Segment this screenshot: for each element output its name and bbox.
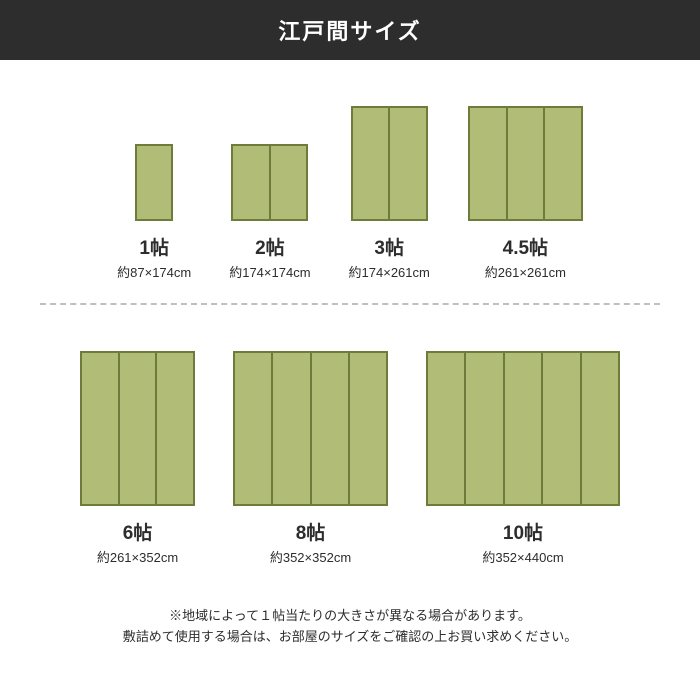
tatami-panel xyxy=(233,146,271,219)
tatami-diagram xyxy=(426,351,620,506)
tatami-panel xyxy=(508,108,546,219)
footnotes: ※地域によって１帖当たりの大きさが異なる場合があります。 敷詰めて使用する場合は… xyxy=(0,606,700,648)
size-item: 8帖約352×352cm xyxy=(233,351,388,566)
tatami-mat xyxy=(468,106,583,221)
tatami-diagram xyxy=(231,144,308,221)
tatami-panel xyxy=(120,353,158,504)
size-dimensions: 約352×440cm xyxy=(482,547,563,566)
size-item: 10帖約352×440cm xyxy=(426,351,620,566)
size-item: 6帖約261×352cm xyxy=(80,351,195,566)
tatami-mat xyxy=(233,351,388,506)
size-label: 2帖 xyxy=(255,233,285,260)
tatami-panel xyxy=(235,353,273,504)
tatami-diagram xyxy=(233,351,388,506)
size-item: 2帖約174×174cm xyxy=(229,144,310,281)
size-label: 6帖 xyxy=(123,518,153,545)
size-label: 4.5帖 xyxy=(503,233,548,260)
tatami-diagram xyxy=(468,106,583,221)
page-title: 江戸間サイズ xyxy=(0,0,700,60)
tatami-mat xyxy=(231,144,308,221)
tatami-panel xyxy=(545,108,581,219)
tatami-panel xyxy=(312,353,350,504)
tatami-panel xyxy=(273,353,311,504)
size-dimensions: 約174×174cm xyxy=(229,262,310,281)
size-chart: 1帖約87×174cm 2帖約174×174cm 3帖約174×261cm 4.5帖約… xyxy=(0,60,700,580)
footnote-line: 敷詰めて使用する場合は、お部屋のサイズをご確認の上お買い求めください。 xyxy=(0,627,700,648)
size-item: 1帖約87×174cm xyxy=(117,144,191,281)
tatami-diagram xyxy=(80,351,195,506)
row-2: 6帖約261×352cm8帖約352×352cm10帖約352×440cm xyxy=(20,305,680,580)
tatami-panel xyxy=(466,353,504,504)
tatami-diagram xyxy=(351,106,428,221)
size-item: 3帖約174×261cm xyxy=(349,106,430,281)
tatami-panel xyxy=(157,353,193,504)
tatami-mat xyxy=(351,106,428,221)
tatami-panel xyxy=(350,353,386,504)
size-dimensions: 約261×261cm xyxy=(485,262,566,281)
tatami-diagram xyxy=(135,144,173,221)
tatami-panel xyxy=(543,353,581,504)
size-dimensions: 約174×261cm xyxy=(349,262,430,281)
size-dimensions: 約261×352cm xyxy=(97,547,178,566)
tatami-panel xyxy=(390,108,426,219)
tatami-mat xyxy=(80,351,195,506)
size-dimensions: 約87×174cm xyxy=(117,262,191,281)
size-label: 3帖 xyxy=(374,233,404,260)
size-dimensions: 約352×352cm xyxy=(270,547,351,566)
row-1: 1帖約87×174cm 2帖約174×174cm 3帖約174×261cm 4.5帖約… xyxy=(20,60,680,295)
tatami-panel xyxy=(470,108,508,219)
tatami-panel xyxy=(505,353,543,504)
tatami-panel xyxy=(137,146,171,219)
size-label: 10帖 xyxy=(503,518,543,545)
tatami-panel xyxy=(582,353,618,504)
tatami-panel xyxy=(428,353,466,504)
size-label: 1帖 xyxy=(139,233,169,260)
tatami-mat xyxy=(135,144,173,221)
tatami-mat xyxy=(426,351,620,506)
footnote-line: ※地域によって１帖当たりの大きさが異なる場合があります。 xyxy=(0,606,700,627)
tatami-panel xyxy=(271,146,307,219)
size-label: 8帖 xyxy=(296,518,326,545)
size-item: 4.5帖約261×261cm xyxy=(468,106,583,281)
tatami-panel xyxy=(353,108,391,219)
tatami-panel xyxy=(82,353,120,504)
